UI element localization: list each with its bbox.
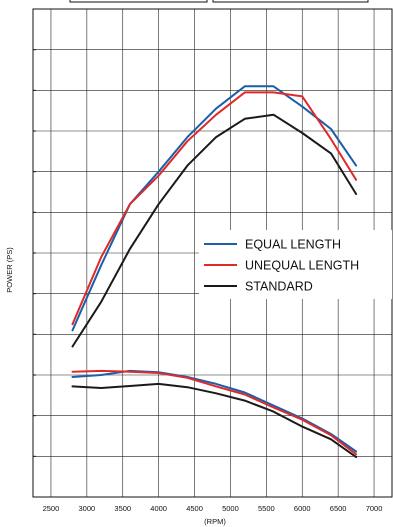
legend-label: STANDARD xyxy=(245,280,313,294)
series-lines xyxy=(71,85,358,459)
x-tick-label: 3500 xyxy=(114,504,131,513)
x-axis-ticks: 2500 3000 3500 4000 4500 5000 5500 6000 6500 7000 xyxy=(43,504,383,513)
legend: EQUAL LENGTH UNEQUAL LENGTH STANDARD xyxy=(199,230,392,299)
y-axis-label: POWER (PS) xyxy=(5,247,14,293)
series-line-power-standard xyxy=(71,113,358,348)
series-line-torque-unequal-length xyxy=(71,369,358,456)
x-tick-label: 6500 xyxy=(330,504,347,513)
legend-header-boxes xyxy=(69,0,369,3)
legend-label: EQUAL LENGTH xyxy=(245,238,341,252)
x-tick-label: 7000 xyxy=(366,504,383,513)
x-tick-label: 4000 xyxy=(150,504,167,513)
x-tick-label: 3000 xyxy=(79,504,96,513)
x-tick-label: 2500 xyxy=(43,504,60,513)
series-line-torque-standard xyxy=(71,382,358,459)
series-line-power-unequal-length xyxy=(71,91,358,326)
legend-label: UNEQUAL LENGTH xyxy=(245,259,359,273)
x-tick-label: 6000 xyxy=(294,504,311,513)
x-axis-label: (RPM) xyxy=(204,517,226,526)
series-line-torque-equal-length xyxy=(71,369,358,453)
x-tick-label: 4500 xyxy=(186,504,203,513)
header-box-right xyxy=(212,0,369,3)
x-tick-label: 5000 xyxy=(222,504,239,513)
x-tick-label: 5500 xyxy=(258,504,275,513)
header-box-left xyxy=(69,0,208,3)
series-line-power-equal-length xyxy=(71,85,358,332)
